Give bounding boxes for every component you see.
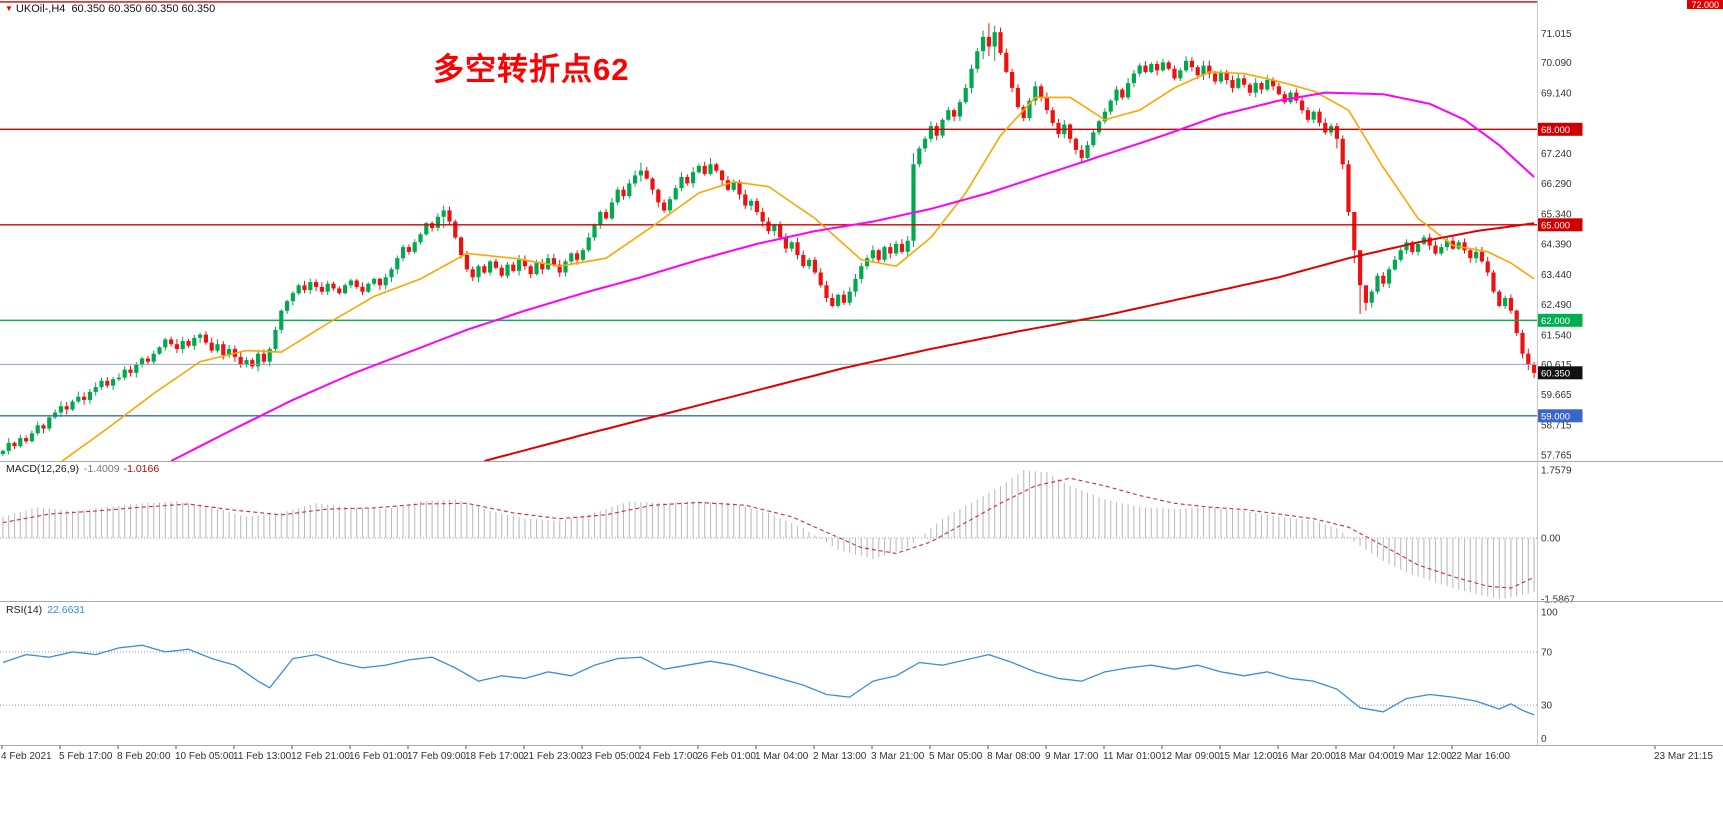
svg-text:-1.5867: -1.5867 [1541,595,1575,606]
svg-text:3 Mar 21:00: 3 Mar 21:00 [871,751,925,762]
symbol-name: UKOil-,H4 [15,3,66,15]
macd-panel: 1.7579 0.00 -1.5867 [0,466,1575,606]
svg-text:71.015: 71.015 [1541,29,1572,40]
price-tag-60.350 [1537,366,1583,380]
svg-text:16 Mar 20:00: 16 Mar 20:00 [1277,751,1336,762]
svg-text:0: 0 [1541,734,1547,745]
symbol-info: ▼ UKOil-,H4 60.350 60.350 60.350 60.350 [5,3,215,15]
macd-name: MACD(12,26,9) [6,463,79,475]
svg-text:30: 30 [1541,701,1553,712]
svg-text:5 Feb 17:00: 5 Feb 17:00 [59,751,113,762]
svg-text:10 Feb 05:00: 10 Feb 05:00 [175,751,234,762]
triangle-down-icon: ▼ [5,4,13,13]
macd-signal-line [2,477,1535,589]
svg-text:23 Feb 05:00: 23 Feb 05:00 [581,751,640,762]
rsi-value: 22.6631 [47,604,86,616]
macd-signal-value: -1.0166 [123,463,160,475]
svg-text:18 Mar 04:00: 18 Mar 04:00 [1335,751,1394,762]
svg-text:23 Mar 21:15: 23 Mar 21:15 [1654,751,1713,762]
macd-indicator-label: MACD(12,26,9) -1.4009 -1.0166 [6,463,159,475]
svg-text:11 Mar 01:00: 11 Mar 01:00 [1103,751,1162,762]
svg-text:66.290: 66.290 [1541,179,1572,190]
price-tag-68.000 [1537,122,1583,136]
ma-fast-line [60,71,1535,463]
chart-canvas[interactable]: 71.015 70.090 69.140 67.240 66.290 65.340 64.3… [0,0,1723,765]
price-axis: 71.015 70.090 69.140 67.240 66.290 65.340 64.3… [1537,29,1583,462]
svg-text:16 Feb 01:00: 16 Feb 01:00 [349,751,408,762]
svg-text:26 Feb 01:00: 26 Feb 01:00 [697,751,756,762]
svg-text:17 Feb 09:00: 17 Feb 09:00 [407,751,466,762]
price-tag-65.000 [1537,218,1583,232]
rsi-indicator-label: RSI(14) 22.6631 [6,604,85,616]
svg-text:5 Mar 05:00: 5 Mar 05:00 [929,751,983,762]
svg-text:67.240: 67.240 [1541,149,1572,160]
svg-text:58.715: 58.715 [1541,420,1572,431]
svg-text:68.000: 68.000 [1541,125,1570,136]
symbol-ohlc-values: 60.350 60.350 60.350 60.350 [71,3,216,15]
ma-slow-line [484,222,1535,462]
svg-text:0.00: 0.00 [1541,534,1561,545]
svg-text:2 Mar 13:00: 2 Mar 13:00 [813,751,867,762]
svg-text:61.540: 61.540 [1541,330,1572,341]
svg-text:12 Feb 21:00: 12 Feb 21:00 [291,751,350,762]
svg-text:1.7579: 1.7579 [1541,466,1572,477]
svg-text:62.000: 62.000 [1541,316,1570,327]
svg-text:60.615: 60.615 [1541,360,1572,371]
svg-text:21 Feb 23:00: 21 Feb 23:00 [523,751,582,762]
svg-text:24 Feb 17:00: 24 Feb 17:00 [639,751,698,762]
svg-text:62.490: 62.490 [1541,300,1572,311]
svg-text:4 Feb 2021: 4 Feb 2021 [1,751,52,762]
time-axis: 4 Feb 2021 5 Feb 17:00 8 Feb 20:00 10 Feb 0… [1,746,1713,762]
svg-text:18 Feb 17:00: 18 Feb 17:00 [465,751,524,762]
candles-layer [0,23,1537,457]
svg-text:65.340: 65.340 [1541,209,1572,220]
rsi-name: RSI(14) [6,604,43,616]
svg-text:63.440: 63.440 [1541,270,1572,281]
svg-text:100: 100 [1541,608,1558,619]
svg-text:19 Mar 12:00: 19 Mar 12:00 [1393,751,1452,762]
svg-text:60.350: 60.350 [1541,368,1570,379]
svg-text:22 Mar 16:00: 22 Mar 16:00 [1451,751,1510,762]
svg-text:8 Feb 20:00: 8 Feb 20:00 [117,751,171,762]
svg-text:70.090: 70.090 [1541,58,1572,69]
price-tag-59.000 [1537,409,1583,423]
rsi-line [2,644,1535,716]
svg-text:65.000: 65.000 [1541,220,1570,231]
svg-text:57.765: 57.765 [1541,451,1572,462]
svg-text:11 Feb 13:00: 11 Feb 13:00 [233,751,292,762]
svg-text:1 Mar 04:00: 1 Mar 04:00 [755,751,809,762]
svg-text:12 Mar 09:00: 12 Mar 09:00 [1161,751,1220,762]
price-tag-72000: 72.000 [1687,0,1723,9]
svg-text:59.665: 59.665 [1541,390,1572,401]
ma-mid-line [170,91,1535,462]
annotation-text: 多空转折点62 [433,52,630,87]
macd-main-value: -1.4009 [83,463,120,475]
svg-text:70: 70 [1541,647,1553,658]
svg-text:8 Mar 08:00: 8 Mar 08:00 [987,751,1041,762]
svg-text:15 Mar 12:00: 15 Mar 12:00 [1219,751,1278,762]
svg-text:69.140: 69.140 [1541,89,1572,100]
svg-text:59.000: 59.000 [1541,411,1570,422]
price-tag-62.000 [1537,313,1583,327]
svg-text:9 Mar 17:00: 9 Mar 17:00 [1045,751,1099,762]
rsi-panel: 100 70 30 0 [0,608,1558,745]
svg-text:64.390: 64.390 [1541,240,1572,251]
